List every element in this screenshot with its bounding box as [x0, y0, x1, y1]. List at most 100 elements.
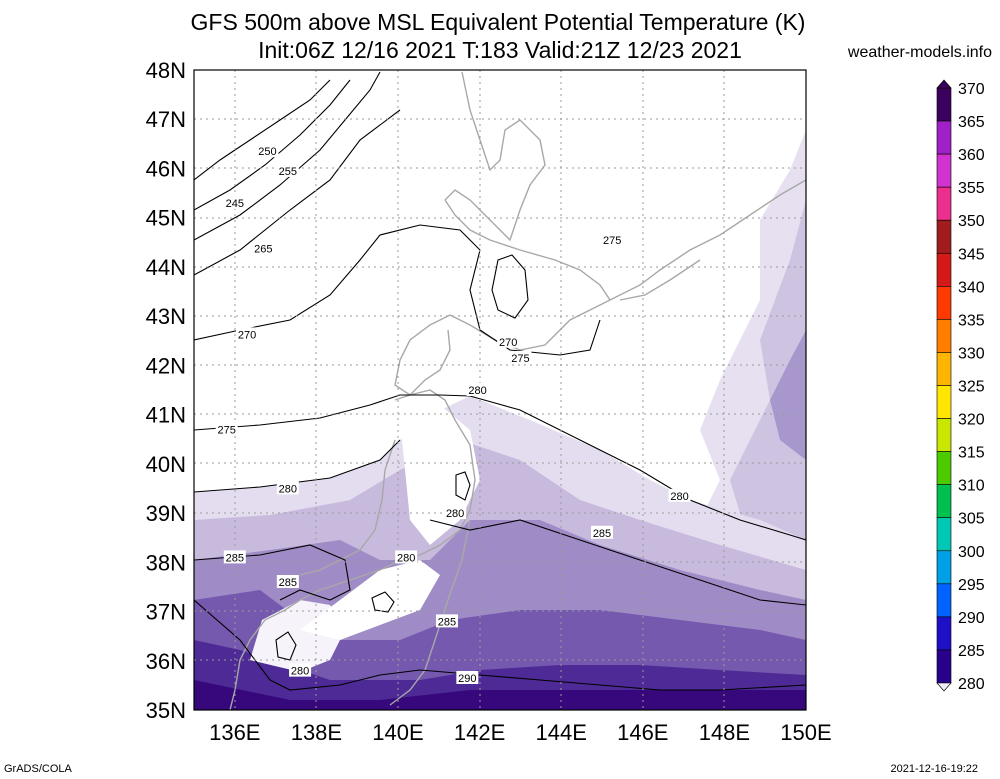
contour-label-bg	[435, 614, 458, 628]
legend-tick-label: 280	[958, 676, 985, 693]
contour-label-bg	[215, 422, 238, 436]
contour-label: 275	[215, 422, 238, 436]
contour-label: 265	[252, 241, 275, 256]
contour-label-bg	[223, 195, 246, 209]
contour-label-text: 285	[279, 577, 297, 589]
contour-label: 280	[395, 550, 418, 564]
lat-tick-label: 36N	[146, 649, 186, 674]
legend-swatch	[936, 219, 952, 254]
theta-e-fill-288-east	[770, 330, 806, 460]
lat-tick-label: 35N	[146, 698, 186, 723]
legend-tick-label: 350	[958, 213, 985, 230]
legend-tick-label: 315	[958, 445, 985, 462]
legend-swatch	[936, 286, 952, 320]
legend-swatch	[936, 319, 952, 353]
contour-label-text: 280	[279, 483, 297, 495]
contour-label: 285	[276, 575, 299, 589]
contour-label-bg	[466, 383, 489, 396]
contour-label-text: 245	[226, 198, 244, 210]
lon-tick-label: 138E	[291, 720, 342, 745]
contour-label-text: 280	[397, 552, 415, 564]
theta-e-cold-pocket-central	[300, 560, 440, 640]
legend-swatch	[936, 120, 952, 155]
lon-tick-label: 150E	[780, 720, 831, 745]
contour-label: 280	[276, 481, 299, 495]
legend-swatch	[936, 583, 952, 618]
contour-label-text: 280	[670, 491, 688, 503]
contour-label-bg	[456, 671, 479, 684]
contour-label: 275	[601, 232, 624, 247]
axis-labels: 48N 47N 46N 45N 44N 43N 42N 41N 40N 39N 38N 37N 36N 3…	[146, 58, 832, 745]
legend-swatch	[936, 649, 952, 684]
contour-label: 280	[466, 383, 489, 397]
legend-swatch	[936, 252, 952, 287]
legend-swatch	[936, 186, 952, 221]
contour-label-text: 280	[468, 385, 486, 397]
legend-swatch	[936, 352, 952, 386]
footer-timestamp: 2021-12-16-19:22	[890, 763, 978, 775]
contour-label: 245	[223, 195, 246, 210]
lon-tick-label: 144E	[536, 720, 587, 745]
legend-swatch	[936, 87, 952, 122]
legend-tick-label: 370	[958, 81, 985, 98]
lat-tick-label: 44N	[146, 255, 186, 280]
legend-tick-label: 335	[958, 312, 985, 329]
legend-cap-bottom	[936, 682, 952, 692]
legend-tick-label: 355	[958, 180, 985, 197]
lat-tick-label: 40N	[146, 452, 186, 477]
legend-tick-label: 320	[958, 412, 985, 429]
contour-label: 270	[497, 334, 520, 349]
contour-label-text: 275	[603, 235, 621, 247]
lat-tick-label: 45N	[146, 206, 186, 231]
contour-label-bg	[256, 144, 279, 158]
legend-swatch	[936, 484, 952, 519]
legend-tick-label: 340	[958, 279, 985, 296]
contour-label: 285	[223, 550, 246, 564]
contour-label-text: 280	[446, 508, 464, 520]
map-subtitle: Init:06Z 12/16 2021 T:183 Valid:21Z 12/2…	[258, 37, 742, 63]
legend-swatch	[936, 418, 952, 452]
contour-label-text: 270	[499, 337, 517, 349]
contour-label-text: 250	[258, 146, 276, 158]
lat-tick-label: 46N	[146, 156, 186, 181]
contour-label-bg	[601, 232, 624, 246]
contour-label: 280	[668, 488, 691, 503]
color-legend: 370 365 360 355 350 345 340 335 330 325 320 315 310 3…	[936, 79, 985, 693]
contour-label-bg	[444, 506, 467, 520]
contour-label-text: 285	[593, 528, 611, 540]
contour-label-bg	[276, 481, 299, 495]
legend-swatch	[936, 451, 952, 485]
contour-label: 280	[444, 506, 467, 520]
legend-cap-top	[936, 79, 952, 89]
contour-label-text: 285	[438, 616, 456, 628]
legend-tick-label: 295	[958, 577, 985, 594]
source-credit: weather-models.info	[847, 44, 992, 61]
contour-label-text: 275	[217, 424, 235, 436]
map-title: GFS 500m above MSL Equivalent Potential …	[190, 9, 806, 35]
legend-swatch	[936, 385, 952, 419]
lat-tick-label: 38N	[146, 550, 186, 575]
lon-tick-label: 136E	[209, 720, 260, 745]
legend-tick-label: 305	[958, 511, 985, 528]
lon-tick-label: 142E	[454, 720, 505, 745]
contour-label: 285	[435, 614, 458, 628]
contour-label-bg	[236, 327, 259, 341]
contour-label-bg	[252, 241, 275, 255]
lon-tick-label: 146E	[617, 720, 668, 745]
contour-label: 290	[456, 671, 479, 685]
contour-label-text: 265	[254, 244, 272, 256]
contour-label-text: 255	[279, 166, 297, 178]
legend-tick-label: 300	[958, 544, 985, 561]
contour-label-bg	[276, 575, 299, 588]
footer-software: GrADS/COLA	[4, 763, 72, 775]
contour-label-bg	[591, 525, 613, 539]
graticule	[194, 70, 806, 710]
contour-label-bg	[509, 351, 532, 364]
lat-tick-label: 47N	[146, 107, 186, 132]
lat-tick-label: 37N	[146, 600, 186, 625]
contour-label-text: 290	[458, 673, 476, 685]
lat-tick-label: 39N	[146, 501, 186, 526]
